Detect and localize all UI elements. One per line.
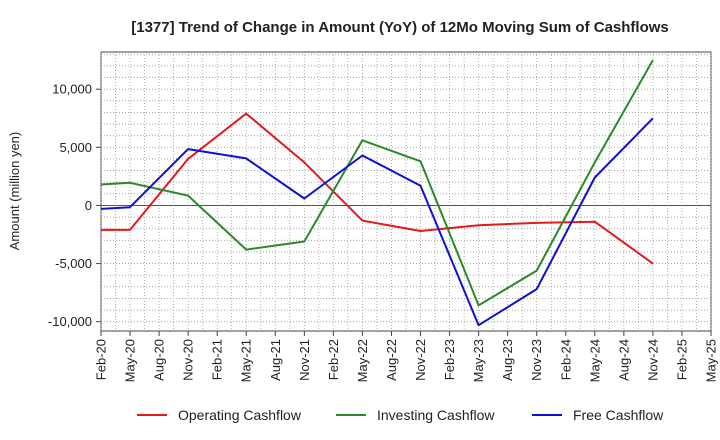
x-tick-label: May-23 — [471, 339, 486, 382]
legend-label-investing-cashflow: Investing Cashflow — [377, 407, 495, 423]
chart-title: [1377] Trend of Change in Amount (YoY) o… — [131, 19, 669, 36]
x-tick-label: Aug-21 — [268, 339, 283, 381]
x-tick-label: Feb-24 — [558, 339, 573, 380]
x-tick-label: Nov-23 — [529, 339, 544, 381]
y-tick-label: 0 — [85, 198, 92, 213]
plot-frame — [100, 51, 712, 332]
x-tick-label: Nov-21 — [297, 339, 312, 381]
x-axis: Feb-20 May-20 Aug-20 Nov-20 Feb-21 May-21 Aug-… — [94, 331, 719, 382]
y-tick-label: 10,000 — [52, 82, 92, 97]
x-tick-label: Feb-22 — [326, 339, 341, 380]
plot-area — [100, 51, 712, 332]
x-tick-label: May-20 — [123, 339, 138, 382]
x-tick-label: May-22 — [355, 339, 370, 382]
x-tick-label: Nov-22 — [413, 339, 428, 381]
x-tick-label: Nov-24 — [645, 339, 660, 381]
x-tick-label: May-24 — [587, 339, 602, 382]
x-tick-label: Feb-23 — [442, 339, 457, 380]
y-tick-label: -5,000 — [55, 256, 92, 271]
y-axis-label: Amount (million yen) — [7, 132, 22, 251]
x-tick-label: Nov-20 — [181, 339, 196, 381]
x-tick-label: Feb-21 — [210, 339, 225, 380]
x-tick-label: Feb-20 — [94, 339, 109, 380]
series-layer — [100, 59, 654, 327]
y-axis: -10,000 -5,000 0 5,000 10,000 — [48, 82, 101, 329]
y-tick-label: 5,000 — [59, 140, 92, 155]
legend: Operating Cashflow Investing Cashflow Free… — [137, 407, 664, 423]
x-tick-label: Aug-20 — [152, 339, 167, 381]
legend-label-free-cashflow: Free Cashflow — [573, 407, 664, 423]
x-tick-label: Feb-25 — [674, 339, 689, 380]
x-tick-label: Aug-24 — [616, 339, 631, 381]
x-tick-label: May-21 — [239, 339, 254, 382]
legend-label-operating-cashflow: Operating Cashflow — [178, 407, 302, 423]
x-tick-label: Aug-22 — [384, 339, 399, 381]
x-tick-label: Aug-23 — [500, 339, 515, 381]
x-tick-label: May-25 — [704, 339, 719, 382]
y-tick-label: -10,000 — [48, 314, 92, 329]
